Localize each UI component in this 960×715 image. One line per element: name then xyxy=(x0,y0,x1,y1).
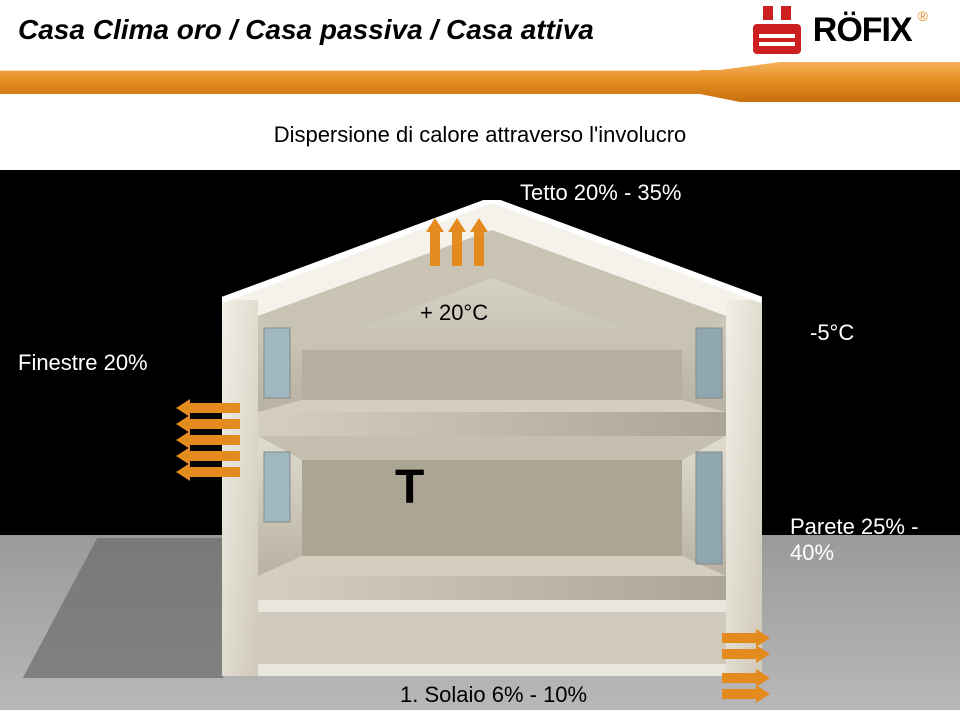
heat-arrow-icon xyxy=(426,218,444,266)
trademark-icon: ® xyxy=(918,8,928,24)
page-title: Casa Clima oro / Casa passiva / Casa att… xyxy=(18,14,594,46)
heat-arrow-icon xyxy=(722,629,770,647)
heat-arrow-icon xyxy=(722,685,770,703)
logo-text: RÖFIX xyxy=(813,11,912,50)
heat-arrow-icon xyxy=(176,399,240,417)
heat-arrow-icon xyxy=(176,431,240,449)
logo-icon xyxy=(749,6,805,54)
heat-arrow-icon xyxy=(448,218,466,266)
heat-arrow-icon xyxy=(176,463,240,481)
heat-arrow-icon xyxy=(470,218,488,266)
subtitle: Dispersione di calore attraverso l'invol… xyxy=(0,122,960,148)
heat-arrow-icon xyxy=(176,447,240,465)
brand-logo: RÖFIX ® xyxy=(749,6,930,54)
header: Casa Clima oro / Casa passiva / Casa att… xyxy=(0,0,960,82)
heat-arrow-icon xyxy=(722,645,770,663)
heat-arrows xyxy=(0,170,960,710)
heat-arrow-icon xyxy=(722,669,770,687)
brand-stripe xyxy=(0,62,960,102)
heat-arrow-icon xyxy=(176,415,240,433)
diagram-area: Tetto 20% - 35% Finestre 20% + 20°C -5°C… xyxy=(0,170,960,710)
